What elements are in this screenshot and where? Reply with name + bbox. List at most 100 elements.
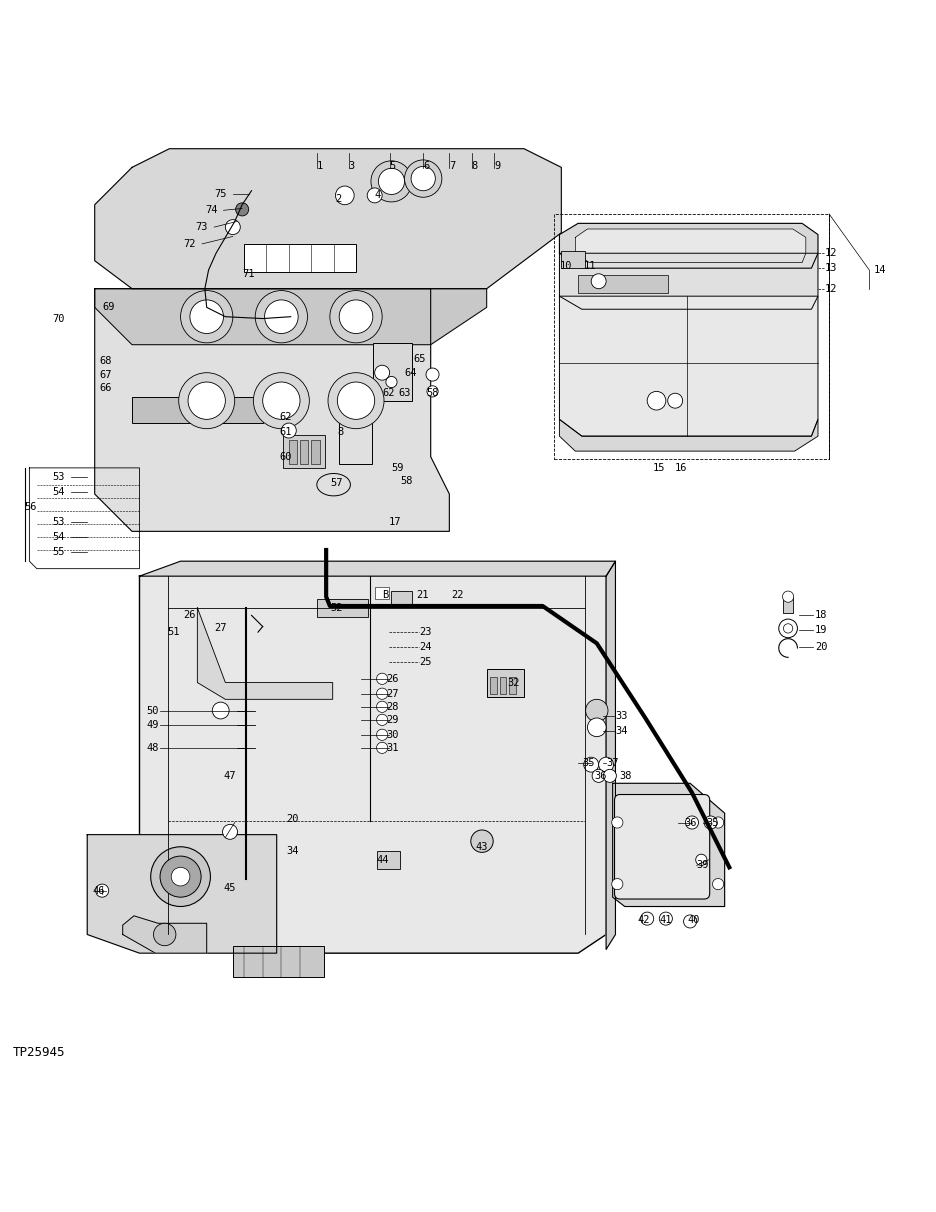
Circle shape bbox=[647, 391, 665, 410]
Text: 27: 27 bbox=[214, 623, 227, 634]
Text: 11: 11 bbox=[584, 262, 596, 271]
Text: 17: 17 bbox=[388, 518, 402, 527]
Bar bbox=[783, 596, 793, 613]
Bar bbox=[490, 678, 497, 693]
Text: 12: 12 bbox=[825, 284, 837, 293]
Text: 39: 39 bbox=[696, 861, 709, 870]
Circle shape bbox=[685, 816, 698, 829]
Text: 26: 26 bbox=[386, 674, 399, 684]
Polygon shape bbox=[87, 835, 277, 953]
Circle shape bbox=[265, 299, 299, 333]
Bar bbox=[578, 275, 667, 293]
Circle shape bbox=[328, 373, 384, 429]
Bar bbox=[311, 440, 319, 464]
Circle shape bbox=[376, 688, 388, 699]
Text: B: B bbox=[382, 590, 388, 600]
Text: 56: 56 bbox=[24, 502, 37, 513]
Text: 62: 62 bbox=[280, 412, 292, 423]
Circle shape bbox=[782, 591, 794, 602]
Text: 44: 44 bbox=[376, 854, 389, 865]
Circle shape bbox=[179, 373, 235, 429]
Bar bbox=[391, 591, 412, 606]
Text: 62: 62 bbox=[382, 388, 395, 399]
Text: 73: 73 bbox=[196, 222, 208, 233]
Circle shape bbox=[376, 714, 388, 726]
Bar bbox=[487, 669, 524, 697]
Polygon shape bbox=[613, 783, 724, 907]
Circle shape bbox=[335, 187, 354, 205]
Text: 59: 59 bbox=[391, 463, 404, 473]
Text: 7: 7 bbox=[449, 160, 456, 171]
Circle shape bbox=[376, 742, 388, 754]
Circle shape bbox=[427, 385, 438, 398]
Text: 64: 64 bbox=[404, 367, 417, 378]
Bar bbox=[233, 945, 324, 977]
Text: 68: 68 bbox=[99, 356, 112, 366]
Circle shape bbox=[404, 160, 442, 198]
Bar bbox=[300, 440, 309, 464]
Circle shape bbox=[599, 758, 614, 772]
Text: 8: 8 bbox=[337, 428, 344, 438]
Circle shape bbox=[151, 847, 211, 907]
Polygon shape bbox=[560, 223, 818, 268]
Text: 4: 4 bbox=[374, 190, 381, 200]
Circle shape bbox=[592, 770, 606, 783]
Text: 20: 20 bbox=[286, 813, 299, 824]
Circle shape bbox=[584, 758, 599, 772]
Text: 28: 28 bbox=[386, 702, 399, 711]
Circle shape bbox=[154, 924, 176, 945]
Circle shape bbox=[376, 673, 388, 685]
Text: 51: 51 bbox=[168, 627, 180, 638]
Polygon shape bbox=[95, 288, 487, 344]
Text: 71: 71 bbox=[242, 269, 255, 279]
Circle shape bbox=[329, 291, 382, 343]
Text: 34: 34 bbox=[286, 846, 299, 856]
Bar bbox=[562, 251, 585, 268]
Text: 19: 19 bbox=[815, 625, 827, 635]
Bar bbox=[132, 398, 263, 423]
Bar bbox=[373, 343, 412, 401]
Text: 47: 47 bbox=[224, 771, 236, 781]
Text: 34: 34 bbox=[616, 726, 628, 736]
Text: 3: 3 bbox=[348, 160, 355, 171]
Polygon shape bbox=[576, 229, 806, 263]
Text: 22: 22 bbox=[451, 590, 463, 600]
Polygon shape bbox=[560, 419, 818, 451]
Text: 27: 27 bbox=[386, 688, 399, 699]
Text: 70: 70 bbox=[52, 314, 66, 324]
Text: 43: 43 bbox=[475, 842, 488, 852]
Circle shape bbox=[588, 718, 607, 737]
Circle shape bbox=[376, 702, 388, 713]
Text: 31: 31 bbox=[386, 743, 399, 753]
Circle shape bbox=[282, 423, 297, 438]
Circle shape bbox=[188, 382, 226, 419]
Circle shape bbox=[367, 188, 382, 202]
Text: 65: 65 bbox=[414, 354, 427, 364]
Polygon shape bbox=[123, 916, 207, 953]
Circle shape bbox=[376, 730, 388, 741]
Text: 35: 35 bbox=[706, 818, 719, 828]
Circle shape bbox=[236, 202, 249, 216]
Text: 38: 38 bbox=[620, 771, 632, 781]
Text: 72: 72 bbox=[183, 239, 196, 248]
Bar bbox=[339, 416, 372, 464]
Text: 57: 57 bbox=[329, 478, 343, 487]
Circle shape bbox=[586, 699, 608, 721]
Circle shape bbox=[683, 915, 696, 928]
Text: 75: 75 bbox=[214, 189, 227, 199]
Text: 10: 10 bbox=[560, 262, 572, 271]
Text: 37: 37 bbox=[607, 758, 619, 767]
Text: 24: 24 bbox=[419, 642, 432, 652]
Text: 46: 46 bbox=[93, 886, 106, 896]
Text: 12: 12 bbox=[825, 248, 837, 258]
Text: 53: 53 bbox=[52, 473, 66, 482]
Polygon shape bbox=[95, 288, 449, 531]
Polygon shape bbox=[139, 561, 616, 576]
Circle shape bbox=[374, 365, 389, 381]
Circle shape bbox=[160, 856, 201, 897]
Text: 9: 9 bbox=[494, 160, 501, 171]
Bar bbox=[374, 588, 388, 599]
Circle shape bbox=[226, 219, 241, 235]
Bar bbox=[289, 440, 298, 464]
Circle shape bbox=[181, 291, 233, 343]
